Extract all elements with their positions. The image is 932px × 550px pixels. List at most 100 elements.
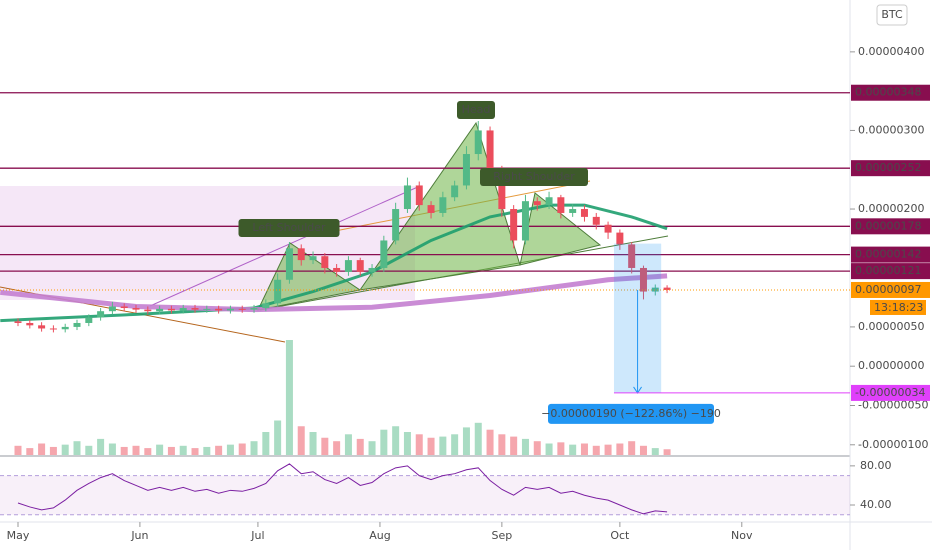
volume-bar [557,442,565,455]
candle-body [262,303,270,309]
candle-body [545,197,553,206]
currency-button[interactable] [876,4,908,26]
y-tick-label: 0.00000300 [858,123,924,136]
candle-body [250,308,258,310]
level-label: 0.00000348 [855,86,921,99]
candle-body [108,306,116,312]
x-tick-label: May [7,529,30,542]
level-label-box [851,218,930,235]
candle-body [309,256,317,261]
volume-bar [156,444,164,455]
volume-bar [592,445,600,455]
y-tick-label: 0.00000200 [858,202,924,215]
annotation-box [480,168,588,186]
y-tick-label: 0.00000000 [858,359,924,372]
annotation: Left Shoulder [252,221,326,234]
volume-bar [203,446,211,455]
level-label-box [851,84,930,101]
volume-bar [368,441,376,455]
candle-body [179,308,187,311]
candle-body [510,209,518,241]
volume-bar [462,427,470,455]
volume-bar [510,436,518,455]
candle-body [26,322,34,326]
annotation: Head [462,103,491,116]
candle-body [356,260,364,272]
level-label: 0.00000252 [855,161,921,174]
volume-bar [250,441,258,455]
y-tick-label: 0.00000400 [858,45,924,58]
volume-bar [215,445,223,455]
x-tick-label: Aug [369,529,390,542]
volume-bar [132,445,140,455]
candle-body [462,154,470,186]
candle-body [333,267,341,272]
candle-body [427,205,435,213]
candle-body [557,197,565,213]
candle-body [203,308,211,310]
candle-body [97,311,105,318]
x-tick-label: Jun [130,529,148,542]
volume-bar [38,443,46,455]
candle-body [120,306,128,309]
volume-bar [498,434,506,455]
volume-bar [49,446,57,455]
candle-body [297,248,305,261]
x-tick-label: Nov [731,529,753,542]
candle-body [651,287,659,292]
candle-body [403,185,411,210]
candle-body [663,287,671,290]
volume-bar [344,434,352,455]
x-tick-label: Sep [491,529,512,542]
candle-body [38,325,46,329]
volume-bar [521,438,529,455]
volume-bar [651,448,659,455]
currency-button-label[interactable]: BTC [881,8,903,21]
volume-bar [14,445,22,455]
volume-bar [297,426,305,455]
candle-body [132,308,140,310]
volume-bar [226,444,234,455]
candle-body [321,256,329,268]
y-tick-label: -0.00000050 [858,398,928,411]
candle-body [167,308,175,311]
candle-body [604,224,612,233]
candle-body [616,232,624,245]
volume-bar [580,443,588,455]
candle-body [639,267,647,292]
candle-body [498,169,506,210]
volume-bar [451,434,459,455]
rsi-line [17,463,668,515]
volume-bar [663,449,671,455]
level-label-box [851,160,930,177]
candle-body [238,308,246,310]
candle-body [474,130,482,155]
candle-body [73,322,81,327]
level-label-box [851,263,930,280]
candle-body [451,185,459,198]
candle-body [215,308,223,311]
measure-target-box [851,384,930,401]
volume-bar [97,438,105,455]
volume-bar [380,429,388,455]
candle-body [415,185,423,206]
measure-label: −0.00000190 (−122.86%) −190 [541,407,721,420]
candle-body [14,321,22,323]
volume-bar [285,340,293,455]
annotation: Right Shoulder [493,170,575,183]
candle-body [285,248,293,280]
volume-bar [403,432,411,455]
volume-bar [639,445,647,455]
volume-bar [191,448,199,455]
volume-bar [120,446,128,455]
volume-bar [392,426,400,455]
candle-body [61,326,69,330]
candle-body [439,197,447,213]
volume-bar [439,436,447,455]
x-tick-label: Jul [250,529,264,542]
candle-body [226,308,234,311]
volume-bar [321,437,329,455]
candle-body [156,308,164,312]
